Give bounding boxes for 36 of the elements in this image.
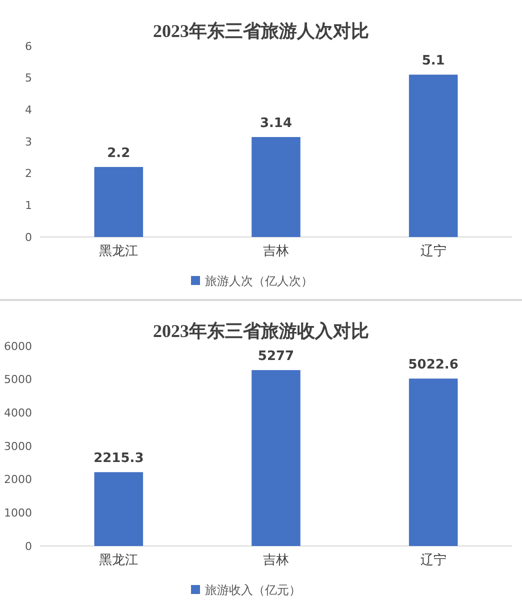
data-label: 2215.3 xyxy=(94,451,144,466)
y-tick-label: 4 xyxy=(25,104,32,117)
y-tick-label: 1 xyxy=(25,199,32,212)
y-tick-label: 5 xyxy=(25,72,32,85)
x-tick-label: 黑龙江 xyxy=(99,553,138,568)
chart-title: 2023年东三省旅游收入对比 xyxy=(153,321,369,341)
data-label: 5.1 xyxy=(422,54,445,69)
y-tick-label: 1000 xyxy=(4,506,32,520)
bar xyxy=(252,137,300,237)
data-label: 5277 xyxy=(258,349,294,364)
y-tick-label: 6000 xyxy=(4,340,32,353)
legend-label: 旅游人次（亿人次） xyxy=(205,274,313,288)
data-label: 5022.6 xyxy=(408,358,458,373)
y-tick-label: 2000 xyxy=(4,473,32,486)
x-tick-label: 辽宁 xyxy=(420,243,446,259)
bar xyxy=(94,472,144,546)
data-label: 3.14 xyxy=(260,116,292,132)
y-tick-label: 5000 xyxy=(4,373,32,386)
chart-title: 2023年东三省旅游人次对比 xyxy=(153,21,369,41)
y-tick-label: 3 xyxy=(25,135,32,148)
y-tick-label: 0 xyxy=(25,230,32,244)
x-tick-label: 吉林 xyxy=(263,553,289,568)
legend-label: 旅游收入（亿元） xyxy=(205,583,301,598)
x-tick-label: 辽宁 xyxy=(420,552,446,568)
x-tick-label: 黑龙江 xyxy=(99,244,138,259)
bar xyxy=(252,370,300,546)
bar xyxy=(408,74,458,237)
y-tick-label: 0 xyxy=(25,540,32,553)
data-label: 2.2 xyxy=(107,146,130,161)
bar xyxy=(408,378,458,546)
y-tick-label: 6 xyxy=(25,40,32,53)
x-tick-label: 吉林 xyxy=(263,244,289,259)
y-tick-label: 2 xyxy=(25,167,32,180)
y-tick-label: 3000 xyxy=(4,440,32,453)
y-tick-label: 4000 xyxy=(4,406,32,420)
bar xyxy=(94,166,144,237)
